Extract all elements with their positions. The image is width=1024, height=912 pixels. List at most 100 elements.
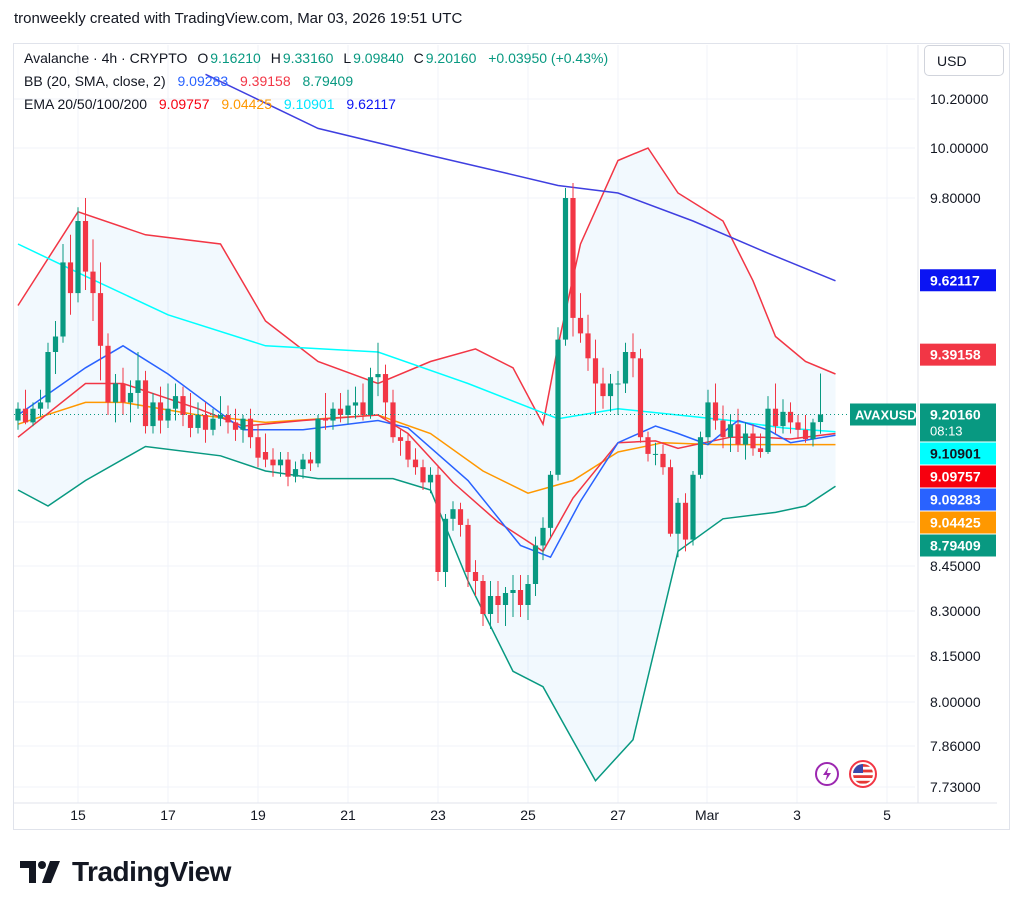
candle bbox=[622, 342, 629, 393]
candle bbox=[495, 581, 501, 623]
candle bbox=[667, 459, 674, 537]
candle-body bbox=[735, 424, 741, 445]
candle-body bbox=[307, 459, 314, 464]
candle-body bbox=[247, 418, 254, 438]
candle bbox=[480, 575, 486, 626]
low-label: L bbox=[343, 50, 352, 66]
ema20-badge-value: 9.09757 bbox=[930, 468, 981, 484]
ema100-badge-value: 9.10901 bbox=[930, 445, 981, 461]
us-flag-icon[interactable] bbox=[849, 760, 877, 788]
time-axis[interactable]: 15 17 19 21 23 25 27 Mar 3 5 bbox=[70, 807, 891, 823]
candle-body bbox=[187, 415, 194, 428]
time-tick-label: 3 bbox=[793, 807, 801, 823]
candle bbox=[375, 342, 381, 397]
bb-upper-badge-box bbox=[920, 343, 996, 366]
last-price-badge-label-box bbox=[850, 403, 916, 426]
candle bbox=[22, 389, 29, 425]
bb-lower-badge: 8.79409 bbox=[920, 534, 996, 557]
candle bbox=[720, 405, 726, 449]
ema-indicator-label[interactable]: EMA 20/50/100/200 bbox=[24, 96, 147, 112]
legend-ema-row[interactable]: EMA 20/50/100/200 9.09757 9.04425 9.1090… bbox=[24, 96, 398, 112]
bb-basis-badge-box bbox=[920, 488, 996, 511]
candle bbox=[157, 386, 164, 434]
candle bbox=[405, 433, 411, 468]
candle-body bbox=[315, 418, 321, 464]
chart-frame[interactable] bbox=[13, 43, 1010, 830]
tradingview-logo[interactable]: TradingView bbox=[20, 856, 231, 888]
bb-basis-badge: 9.09283 bbox=[920, 488, 996, 511]
last-price-badge-value: 9.20160 bbox=[930, 406, 981, 422]
candle-body bbox=[270, 459, 276, 466]
candle bbox=[240, 415, 246, 443]
candle-body bbox=[120, 383, 126, 403]
candle-body bbox=[60, 262, 66, 337]
ema20-value: 9.09757 bbox=[158, 96, 210, 112]
candle-body bbox=[105, 345, 111, 403]
candle bbox=[150, 392, 156, 434]
candle bbox=[780, 399, 786, 434]
last-price-badge-countdown: 08:13 bbox=[930, 423, 963, 438]
close-value: 9.20160 bbox=[425, 50, 477, 66]
candle-body bbox=[547, 474, 554, 528]
candle bbox=[397, 429, 404, 456]
candle bbox=[120, 367, 126, 415]
candle bbox=[210, 408, 216, 436]
ema50-badge-value: 9.04425 bbox=[930, 514, 981, 530]
candle bbox=[487, 581, 494, 629]
price-tick-label: 8.00000 bbox=[930, 694, 981, 710]
candle bbox=[202, 402, 209, 443]
candle-body bbox=[457, 509, 464, 525]
candle-body bbox=[607, 383, 614, 397]
bb-upper-line bbox=[17, 147, 836, 427]
candle-body bbox=[510, 590, 516, 593]
candle bbox=[247, 408, 254, 449]
bb-indicator-label[interactable]: BB (20, SMA, close, 2) bbox=[24, 73, 166, 89]
candle bbox=[195, 402, 201, 434]
price-tick-label: 10.00000 bbox=[930, 140, 989, 156]
bb-lower-value: 8.79409 bbox=[302, 73, 354, 89]
candle bbox=[30, 402, 36, 427]
ema20-badge: 9.09757 bbox=[920, 465, 996, 488]
legend-bb-row[interactable]: BB (20, SMA, close, 2) 9.09283 9.39158 8… bbox=[24, 73, 355, 89]
price-tick-label: 10.20000 bbox=[930, 91, 989, 107]
bb-lower-badge-box bbox=[920, 534, 996, 557]
time-tick-label: 25 bbox=[520, 807, 536, 823]
candle bbox=[787, 402, 794, 434]
candle-body bbox=[577, 317, 584, 334]
candle bbox=[682, 493, 689, 552]
time-tick-label: 15 bbox=[70, 807, 86, 823]
candle-body bbox=[652, 453, 659, 455]
bb-basis-value: 9.09283 bbox=[177, 73, 229, 89]
time-tick-label: 17 bbox=[160, 807, 176, 823]
price-tick-label: 8.15000 bbox=[930, 648, 981, 664]
candle-body bbox=[712, 402, 719, 421]
candle-body bbox=[285, 459, 291, 477]
ema200-badge: 9.62117 bbox=[920, 269, 996, 292]
legend-ohlc-row[interactable]: Avalanche · 4h · CRYPTO O 9.16210 H 9.3316… bbox=[24, 50, 610, 66]
lightning-icon[interactable] bbox=[815, 762, 839, 786]
price-tick-label: 9.80000 bbox=[930, 190, 981, 206]
currency-selector[interactable]: USD bbox=[924, 45, 1004, 76]
candle-body bbox=[397, 437, 404, 441]
candle bbox=[457, 502, 464, 537]
bb-band-fill bbox=[18, 148, 836, 781]
candle-body bbox=[705, 402, 711, 438]
candle-body bbox=[585, 333, 591, 359]
candle-body bbox=[810, 422, 816, 440]
candle-body bbox=[615, 383, 621, 385]
candle bbox=[180, 386, 186, 427]
candle bbox=[270, 448, 276, 477]
candle-body bbox=[817, 414, 824, 423]
symbol-title[interactable]: Avalanche · 4h · CRYPTO bbox=[24, 50, 188, 66]
candle bbox=[135, 352, 141, 409]
candle-body bbox=[345, 405, 351, 415]
time-tick-label: 19 bbox=[250, 807, 266, 823]
high-label: H bbox=[270, 50, 281, 66]
candle bbox=[502, 587, 509, 626]
candle-body bbox=[667, 467, 674, 534]
candle-body bbox=[157, 402, 164, 421]
candle-body bbox=[255, 437, 261, 458]
candle-body bbox=[750, 433, 756, 449]
